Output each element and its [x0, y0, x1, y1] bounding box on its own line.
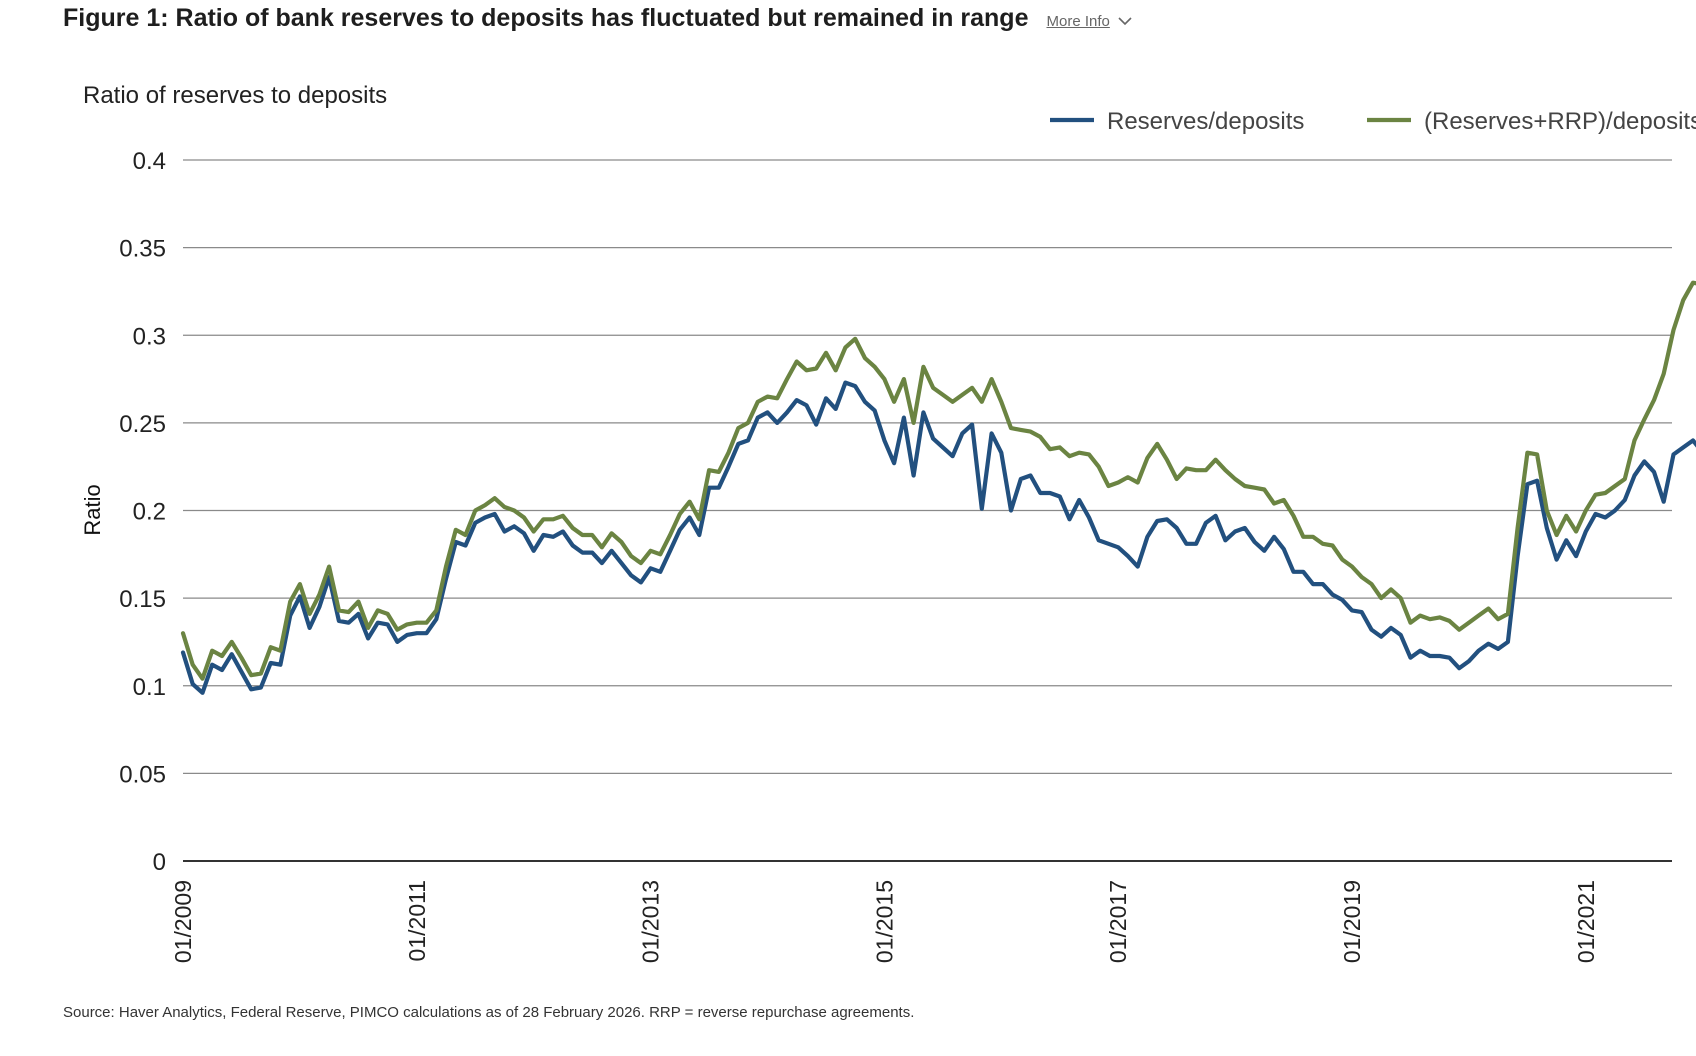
x-tick-label: 01/2017: [1105, 880, 1131, 963]
x-tick-label: 01/2011: [404, 880, 430, 961]
source-note: Source: Haver Analytics, Federal Reserve…: [63, 1004, 915, 1021]
series-line-reserves-rrp: [180, 280, 1696, 681]
y-axis-ticks: 0 0.05 0.1 0.15 0.2 0.25 0.3 0.35 0.4: [119, 148, 166, 876]
x-tick-label: 01/2009: [170, 880, 196, 963]
y-tick-label: 0.3: [133, 323, 166, 350]
figure-title: Figure 1: Ratio of bank reserves to depo…: [63, 4, 1029, 32]
series-line-reserves: [180, 380, 1696, 695]
y-tick-label: 0.4: [133, 148, 166, 175]
y-tick-label: 0.35: [119, 236, 166, 263]
y-axis-label: Ratio: [80, 484, 105, 535]
y-tick-label: 0.1: [133, 674, 166, 701]
legend-label: (Reserves+RRP)/deposits: [1424, 108, 1696, 135]
x-tick-label: 01/2021: [1573, 880, 1599, 963]
legend: Reserves/deposits (Reserves+RRP)/deposits: [1050, 108, 1696, 135]
y-tick-label: 0.25: [119, 411, 166, 438]
y-tick-label: 0.15: [119, 586, 166, 613]
legend-label: Reserves/deposits: [1107, 108, 1304, 135]
chevron-down-icon: [1118, 17, 1132, 26]
grid: [183, 159, 1672, 862]
line-chart: Ratio of reserves to deposits Ratio 0 0.0…: [80, 82, 1696, 963]
x-tick-label: 01/2013: [638, 880, 664, 963]
y-tick-label: 0.2: [133, 499, 166, 526]
x-tick-label: 01/2019: [1339, 880, 1365, 963]
figure-header: Figure 1: Ratio of bank reserves to depo…: [63, 4, 1132, 33]
more-info-label: More Info: [1046, 13, 1110, 30]
x-axis-ticks: 01/2009 01/2011 01/2013 01/2015 01/2017 01/20…: [170, 880, 1599, 963]
series: [180, 280, 1696, 695]
more-info-button[interactable]: More Info: [1046, 13, 1132, 30]
chart-title: Ratio of reserves to deposits: [83, 82, 387, 109]
y-tick-label: 0: [153, 849, 166, 876]
x-tick-label: 01/2015: [871, 880, 897, 963]
y-tick-label: 0.05: [119, 761, 166, 788]
